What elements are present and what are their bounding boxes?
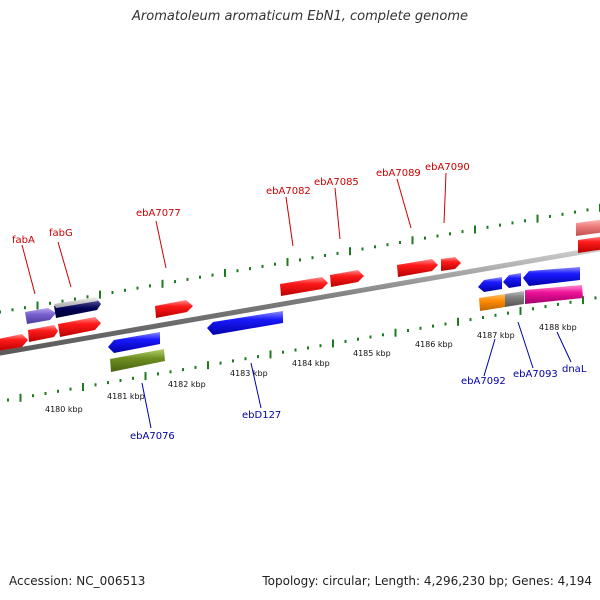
- gene-ebD127-arrow: [207, 311, 283, 335]
- connector-ebD127: [250, 362, 262, 409]
- connector-ebA7076: [141, 382, 152, 429]
- gene-label-ebA7082: ebA7082: [266, 186, 311, 197]
- forward-tick-track: [0, 203, 600, 314]
- connector-ebA7093: [517, 321, 534, 369]
- gene-arrow-f-edge-salmon: [576, 219, 600, 236]
- connector-ebA7090: [443, 172, 447, 224]
- gene-arrow-f1: [0, 334, 28, 351]
- gene-label-ebA7090: ebA7090: [425, 162, 470, 173]
- gene-ebA7092-orange: [479, 294, 505, 311]
- gene-labels: fabA fabG ebA7077 ebA7082 ebA7085 ebA708…: [12, 162, 587, 442]
- gene-ebA7076-olive: [110, 349, 165, 372]
- gene-ebA7076-arrow: [108, 332, 160, 353]
- scale-label-4183: 4183 kbp: [230, 369, 268, 378]
- connector-ebA7077: [155, 220, 167, 269]
- gene-ebA7090-arrow: [441, 257, 461, 271]
- gene-arrow-f3: [58, 317, 101, 337]
- gene-ebA7077-arrow: [155, 300, 193, 318]
- reverse-tick-track: [7, 296, 597, 402]
- gene-dnaL-arrow: [523, 267, 580, 286]
- connector-ebA7082: [285, 196, 294, 247]
- gene-label-ebA7089: ebA7089: [376, 168, 421, 179]
- scale-label-4184: 4184 kbp: [292, 359, 330, 368]
- scale-label-4188: 4188 kbp: [539, 323, 577, 332]
- connector-ebA7092: [483, 338, 496, 377]
- connector-dnaL: [556, 331, 572, 363]
- scale-label-4181: 4181 kbp: [107, 392, 145, 401]
- accession-text: Accession: NC_006513: [9, 574, 146, 588]
- genome-backbone: [0, 246, 600, 356]
- connector-ebA7085: [334, 187, 341, 240]
- scale-label-4187: 4187 kbp: [477, 331, 515, 340]
- gene-label-ebA7093: ebA7093: [513, 369, 558, 380]
- connector-fabG: [57, 241, 72, 288]
- gene-label-ebA7092: ebA7092: [461, 376, 506, 387]
- gene-label-ebA7077: ebA7077: [136, 208, 181, 219]
- scale-label-4186: 4186 kbp: [415, 340, 453, 349]
- gene-ebA7092-arrow: [478, 277, 502, 292]
- gene-label-dnaL: dnaL: [562, 364, 587, 375]
- scale-label-4180: 4180 kbp: [45, 405, 83, 414]
- gene-label-ebA7076: ebA7076: [130, 431, 175, 442]
- scale-label-4185: 4185 kbp: [353, 349, 391, 358]
- connector-ebA7089: [396, 178, 412, 229]
- gene-label-fabA: fabA: [12, 235, 35, 246]
- gene-label-ebD127: ebD127: [242, 410, 281, 421]
- gene-fabG-top: [54, 297, 98, 308]
- scale-labels: 4180 kbp 4181 kbp 4182 kbp 4183 kbp 4184…: [45, 323, 577, 414]
- scale-label-4182: 4182 kbp: [168, 380, 206, 389]
- gene-arrow-f-edge-red: [578, 236, 600, 253]
- connector-fabA: [21, 244, 36, 295]
- gene-ebA7085-arrow: [330, 270, 364, 287]
- gene-ebA7082-arrow: [280, 277, 328, 296]
- gene-fabA-arrow: [25, 308, 56, 324]
- genome-title: Aromatoleum aromaticum EbN1, complete ge…: [132, 9, 468, 24]
- gene-ebA7089-arrow: [397, 259, 438, 277]
- genome-summary-text: Topology: circular; Length: 4,296,230 bp…: [262, 574, 592, 588]
- gene-label-fabG: fabG: [49, 228, 73, 239]
- gene-label-ebA7085: ebA7085: [314, 177, 359, 188]
- gene-arrow-f2: [28, 325, 58, 342]
- forward-features: [0, 219, 600, 351]
- reverse-features: [108, 267, 583, 372]
- gene-ebA7093-grey: [505, 291, 524, 307]
- label-connectors: [21, 172, 572, 429]
- gene-ebA7093-arrow: [503, 273, 521, 288]
- gene-fabG-arrow: [54, 299, 101, 318]
- gene-dnaL-magenta: [525, 285, 583, 304]
